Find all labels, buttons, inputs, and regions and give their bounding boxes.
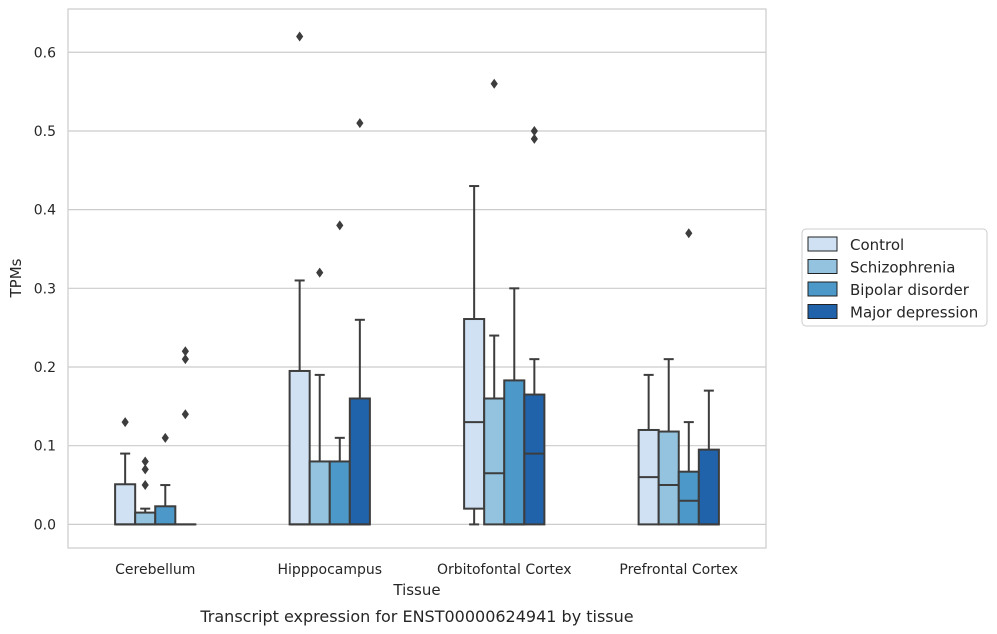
box bbox=[523, 393, 546, 526]
x-axis-ticks: Cerebellum Hipppocampus Orbitofontal Corte… bbox=[115, 562, 738, 578]
y-axis-ticks: 0.0 0.1 0.2 0.3 0.4 0.5 0.6 bbox=[34, 45, 56, 533]
plot-frame bbox=[67, 8, 767, 549]
x-tick-label: Hipppocampus bbox=[277, 562, 382, 578]
y-gridlines bbox=[68, 51, 766, 525]
legend-frame bbox=[801, 228, 988, 327]
legend-label: Schizophrenia bbox=[850, 259, 955, 277]
outlier-point bbox=[141, 464, 149, 475]
box-plot bbox=[637, 373, 660, 526]
outlier-point bbox=[181, 354, 189, 365]
legend: Control Schizophrenia Bipolar disorder Majo… bbox=[801, 228, 988, 327]
box-plot bbox=[134, 456, 157, 526]
y-axis-label: TPMs bbox=[7, 258, 25, 298]
legend-swatch bbox=[807, 259, 838, 274]
y-tick-label: 0.3 bbox=[34, 281, 56, 297]
outlier-point bbox=[181, 409, 189, 420]
box-plot bbox=[463, 185, 486, 526]
y-tick-label: 0.2 bbox=[34, 360, 56, 376]
box bbox=[134, 511, 157, 526]
box-plot bbox=[523, 125, 546, 526]
box bbox=[328, 460, 351, 526]
box-plot bbox=[174, 346, 197, 526]
legend-label: Bipolar disorder bbox=[850, 281, 970, 299]
box-plot bbox=[328, 220, 351, 526]
y-tick-label: 0.4 bbox=[34, 203, 56, 219]
y-tick-label: 0.1 bbox=[34, 439, 56, 455]
outlier-point bbox=[336, 220, 344, 231]
series-bipolar-disorder bbox=[154, 220, 700, 526]
box-plot bbox=[677, 228, 700, 526]
box-plot bbox=[154, 432, 177, 526]
box-plot bbox=[503, 287, 526, 526]
box bbox=[308, 460, 331, 526]
legend-label: Control bbox=[850, 236, 904, 254]
box-plot bbox=[114, 417, 137, 526]
box bbox=[154, 505, 177, 526]
series-control bbox=[114, 31, 660, 526]
y-tick-label: 0.0 bbox=[34, 517, 56, 533]
outlier-point bbox=[141, 480, 149, 491]
outlier-point bbox=[296, 31, 304, 42]
box-plot bbox=[308, 267, 331, 526]
box bbox=[463, 318, 486, 510]
box bbox=[657, 430, 680, 526]
x-axis-label: Tissue bbox=[392, 581, 440, 599]
series-schizophrenia bbox=[134, 78, 680, 526]
outlier-point bbox=[141, 456, 149, 467]
box-plot-series bbox=[114, 31, 720, 526]
outlier-point bbox=[121, 417, 129, 428]
outlier-point bbox=[685, 228, 693, 239]
outlier-point bbox=[161, 432, 169, 443]
outlier-point bbox=[316, 267, 324, 278]
box bbox=[503, 379, 526, 526]
legend-swatch bbox=[807, 281, 838, 297]
outlier-point bbox=[181, 346, 189, 357]
legend-swatch bbox=[807, 304, 838, 319]
box bbox=[288, 369, 311, 526]
box bbox=[348, 397, 371, 526]
box bbox=[483, 397, 506, 526]
box-plot bbox=[657, 358, 680, 526]
chart-caption: Transcript expression for ENST0000062494… bbox=[199, 607, 633, 626]
box bbox=[677, 470, 700, 526]
box-plot bbox=[288, 31, 311, 526]
legend-swatch bbox=[807, 236, 838, 252]
outlier-point bbox=[530, 133, 538, 144]
box-plot bbox=[697, 389, 720, 526]
box-plot bbox=[348, 118, 371, 526]
box bbox=[114, 483, 137, 526]
outlier-point bbox=[530, 125, 538, 136]
x-tick-label: Orbitofontal Cortex bbox=[437, 562, 572, 578]
x-tick-label: Cerebellum bbox=[115, 562, 195, 578]
box bbox=[697, 448, 720, 526]
outlier-point bbox=[490, 78, 498, 89]
box-plot bbox=[483, 78, 506, 526]
legend-label: Major depression bbox=[850, 304, 978, 322]
y-tick-label: 0.5 bbox=[34, 124, 56, 140]
x-tick-label: Prefrontal Cortex bbox=[619, 562, 738, 578]
series-major-depression bbox=[174, 118, 720, 526]
outlier-point bbox=[356, 118, 364, 129]
y-tick-label: 0.6 bbox=[34, 45, 56, 61]
